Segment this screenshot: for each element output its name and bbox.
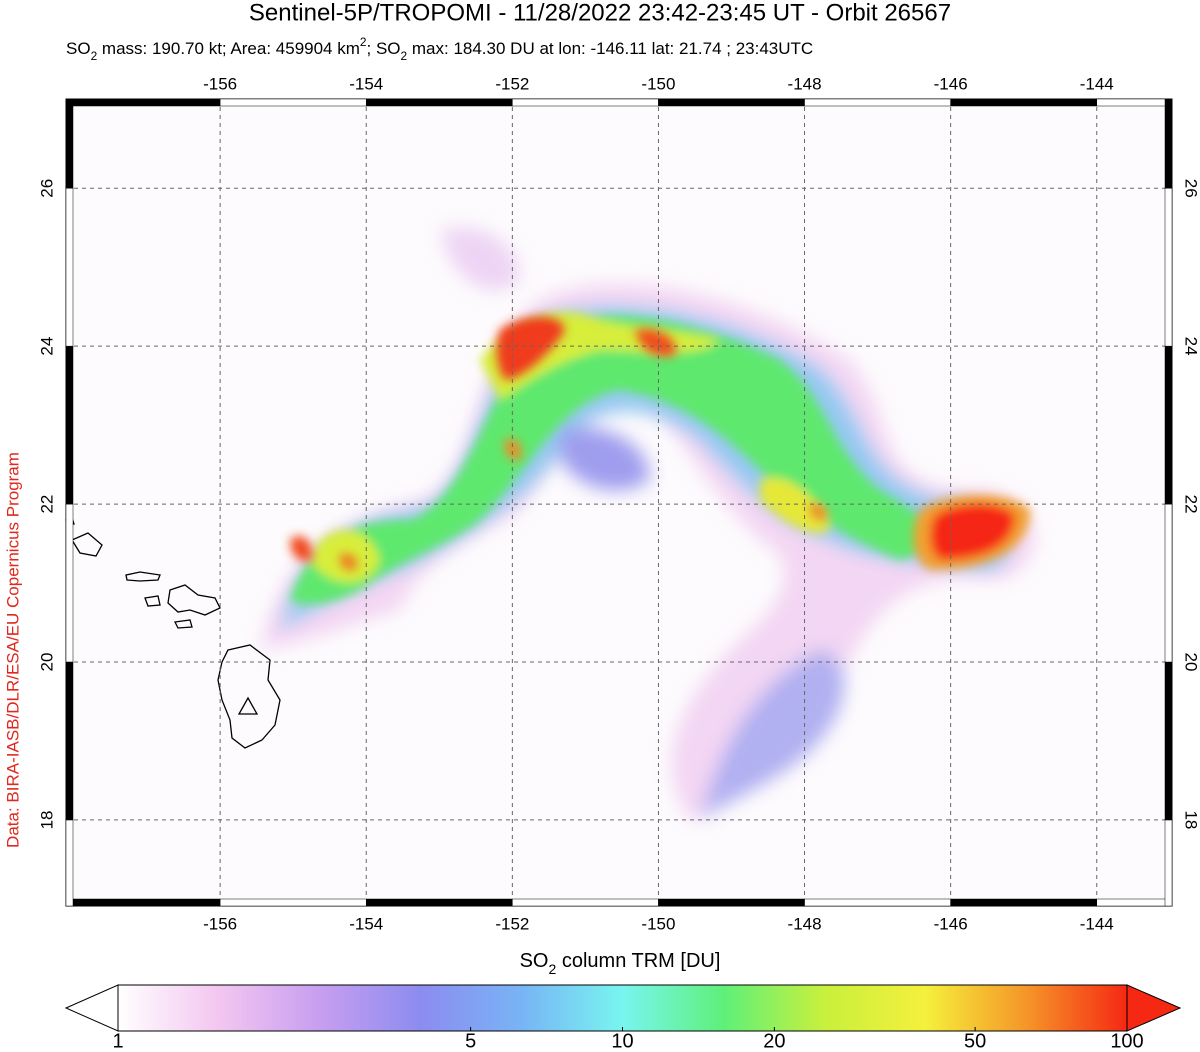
text-part: column TRM [DU] [556, 950, 720, 972]
volcano-marker [237, 696, 259, 715]
subscript: 2 [401, 49, 408, 63]
frame-bar [219, 98, 367, 107]
colorbar-tick-label: 1 [112, 1030, 123, 1052]
frame-bar [65, 503, 74, 663]
x-tick-label-bottom: -144 [1080, 914, 1114, 933]
subscript: 2 [91, 49, 98, 63]
frame-bar [804, 898, 951, 907]
frame-bar [950, 98, 1098, 107]
y-tick-label-left: 20 [37, 653, 56, 672]
colorbar-tick-label: 20 [763, 1030, 785, 1052]
frame-bar [65, 898, 221, 907]
y-tick-label-left: 24 [37, 337, 56, 356]
x-tick-label-top: -152 [495, 74, 529, 93]
colorbar-tick-label: 50 [964, 1030, 986, 1052]
colorbar-tick-label: 5 [465, 1030, 476, 1052]
title: Sentinel-5P/TROPOMI - 11/28/2022 23:42-2… [249, 0, 951, 26]
frame-bar [365, 98, 513, 107]
frame-bar [65, 187, 74, 347]
y-tick-label-left: 18 [37, 810, 56, 829]
y-tick-label-right: 22 [1182, 495, 1200, 514]
supscript: 2 [360, 35, 367, 49]
frame-bar [65, 661, 74, 821]
subtitle: SO2 mass: 190.70 kt; Area: 459904 km2; S… [66, 35, 813, 63]
so2-plume [260, 227, 1035, 820]
text-part: SO [520, 950, 549, 972]
y-tick-label-right: 18 [1182, 810, 1200, 829]
frame-bar [65, 819, 74, 907]
x-tick-label-top: -146 [934, 74, 968, 93]
colorbar-tick-label: 10 [611, 1030, 633, 1052]
frame-bar [365, 898, 513, 907]
frame-bar [1164, 187, 1173, 347]
x-tick-label-top: -156 [203, 74, 237, 93]
coastlines [65, 517, 281, 749]
frame-bar [1164, 819, 1173, 907]
frame-bar [65, 98, 74, 189]
y-tick-label-right: 20 [1182, 653, 1200, 672]
x-tick-label-bottom: -156 [203, 914, 237, 933]
colorbar-under [64, 984, 119, 1032]
x-tick-label-bottom: -152 [495, 914, 529, 933]
y-tick-label-left: 22 [37, 495, 56, 514]
text-part: SO [66, 39, 91, 58]
x-tick-label-top: -150 [641, 74, 675, 93]
frame-bar [512, 98, 659, 107]
x-tick-label-top: -154 [349, 74, 383, 93]
frame-bar [1096, 98, 1173, 107]
colorbar-label: SO2 column TRM [DU] [520, 950, 721, 976]
colorbar [117, 984, 1128, 1032]
frame-bar [65, 345, 74, 505]
frame-bar [219, 898, 367, 907]
frame-bar [1164, 503, 1173, 663]
x-tick-label-bottom: -148 [788, 914, 822, 933]
frame-bar [804, 98, 951, 107]
text-part: max: 184.30 DU at lon: -146.11 lat: 21.7… [407, 39, 813, 58]
frame-bar [658, 898, 805, 907]
frame-bar [950, 898, 1098, 907]
y-tick-label-right: 26 [1182, 179, 1200, 198]
text-part: ; SO [367, 39, 401, 58]
x-tick-label-top: -148 [788, 74, 822, 93]
frame-bar [658, 98, 805, 107]
y-tick-label-left: 26 [37, 179, 56, 198]
subscript: 2 [549, 961, 557, 977]
colorbar-tick-label: 100 [1110, 1030, 1143, 1052]
x-tick-label-bottom: -150 [641, 914, 675, 933]
frame-bar [1096, 898, 1173, 907]
frame-bar [1164, 345, 1173, 505]
y-tick-label-right: 24 [1182, 337, 1200, 356]
credit: Data: BIRA-IASB/DLR/ESA/EU Copernicus Pr… [3, 452, 22, 848]
frame-bar [512, 898, 659, 907]
frame-bar [1164, 98, 1173, 189]
text-part: mass: 190.70 kt; Area: 459904 km [97, 39, 360, 58]
x-tick-label-top: -144 [1080, 74, 1114, 93]
frame-bar [65, 98, 221, 107]
colorbar-over [1126, 984, 1182, 1032]
x-tick-label-bottom: -146 [934, 914, 968, 933]
x-tick-label-bottom: -154 [349, 914, 383, 933]
frame-bar [1164, 661, 1173, 821]
